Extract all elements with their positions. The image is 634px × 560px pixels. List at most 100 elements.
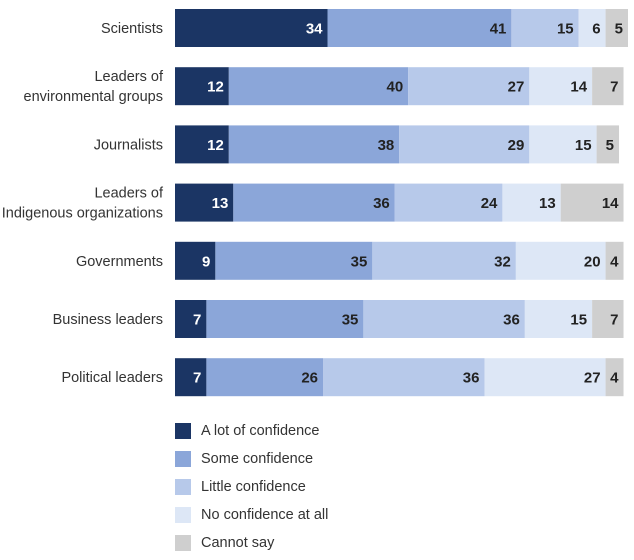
- bar-segment: [399, 125, 530, 164]
- data-label: 7: [610, 312, 618, 329]
- bar-segment: [175, 9, 328, 47]
- category-label-line: Scientists: [101, 21, 163, 37]
- category-label: Business leaders: [53, 312, 163, 328]
- stacked-bar-chart: Scientists 34 41 15 6 5 Leaders of environmenta…: [2, 9, 628, 397]
- bar-segment: [529, 125, 597, 164]
- data-label: 24: [481, 195, 498, 212]
- legend-label: Some confidence: [201, 451, 314, 467]
- bar-segment: [372, 241, 516, 280]
- bar-segment: [233, 183, 395, 222]
- category-label-line: Indigenous organizations: [2, 206, 163, 222]
- data-label: 4: [610, 253, 619, 270]
- legend-swatch: [175, 479, 191, 495]
- bar-segment: [511, 9, 579, 47]
- data-label: 32: [494, 253, 511, 270]
- bar-segment: [175, 183, 234, 222]
- data-label: 36: [373, 195, 390, 212]
- data-label: 36: [503, 312, 520, 329]
- bar-segment: [228, 67, 409, 106]
- bar-segment: [484, 358, 606, 397]
- category-label: Journalists: [94, 137, 163, 153]
- data-label: 36: [463, 370, 480, 387]
- category-label-line: Political leaders: [61, 370, 163, 386]
- category-label: Governments: [76, 254, 163, 270]
- bar-segment: [515, 241, 606, 280]
- bar-segment: [408, 67, 530, 106]
- data-label: 9: [202, 253, 210, 270]
- bar-segment: [327, 9, 512, 47]
- data-label: 13: [212, 195, 229, 212]
- data-label: 35: [342, 312, 359, 329]
- legend-item: A lot of confidence: [175, 420, 328, 442]
- data-label: 35: [351, 253, 368, 270]
- data-label: 12: [207, 137, 224, 154]
- bar-segment: [592, 67, 624, 106]
- category-label: Political leaders: [61, 370, 163, 386]
- legend-item: Cannot say: [175, 532, 328, 554]
- legend-label: Cannot say: [201, 535, 275, 551]
- data-label: 40: [387, 79, 404, 96]
- bar-segment: [524, 300, 593, 338]
- legend-label: A lot of confidence: [201, 423, 320, 439]
- bar-segment: [206, 358, 324, 397]
- category-label-line: Leaders of: [94, 186, 163, 202]
- data-label: 15: [575, 137, 592, 154]
- bar-segment: [502, 183, 561, 222]
- bar-segment: [206, 300, 364, 338]
- bar-segment: [175, 67, 229, 106]
- bar-segment: [363, 300, 525, 338]
- data-label: 13: [539, 195, 556, 212]
- data-label: 7: [193, 312, 201, 329]
- bar-segment: [323, 358, 485, 397]
- data-label: 14: [570, 79, 587, 96]
- category-label: Leaders of environmental groups: [24, 69, 164, 105]
- bar-segment: [560, 183, 624, 222]
- data-label: 38: [378, 137, 395, 154]
- data-label: 41: [490, 21, 507, 38]
- bar-segment: [605, 9, 628, 47]
- legend-label: No confidence at all: [201, 507, 329, 523]
- bar-segment: [394, 183, 503, 222]
- data-label: 15: [557, 21, 574, 38]
- bar-segment: [175, 241, 216, 280]
- data-label: 20: [584, 253, 601, 270]
- data-label: 29: [508, 137, 525, 154]
- bar-segment: [605, 241, 624, 280]
- legend-swatch: [175, 451, 191, 467]
- legend-item: Little confidence: [175, 476, 328, 498]
- data-label: 27: [584, 370, 601, 387]
- category-label-line: environmental groups: [24, 89, 163, 105]
- bar-segment: [605, 358, 624, 397]
- bar-segment: [592, 300, 624, 338]
- data-label: 12: [207, 79, 224, 96]
- bar-segment: [175, 125, 229, 164]
- data-label: 5: [615, 21, 623, 38]
- data-label: 7: [193, 370, 201, 387]
- chart-legend: A lot of confidence Some confidence Little…: [175, 420, 328, 560]
- category-label-line: Journalists: [94, 137, 163, 153]
- bar-segment: [215, 241, 373, 280]
- bar-segment: [175, 358, 207, 397]
- legend-item: Some confidence: [175, 448, 328, 470]
- data-label: 4: [610, 370, 619, 387]
- data-label: 6: [592, 21, 600, 38]
- category-label: Scientists: [101, 21, 163, 37]
- bar-segment: [578, 9, 606, 47]
- category-label-line: Governments: [76, 254, 163, 270]
- data-label: 34: [306, 21, 323, 38]
- category-label: Leaders of Indigenous organizations: [2, 186, 164, 222]
- bar-segment: [175, 300, 207, 338]
- bar-segment: [529, 67, 593, 106]
- category-label-line: Business leaders: [53, 312, 163, 328]
- legend-swatch: [175, 507, 191, 523]
- data-label: 14: [602, 195, 619, 212]
- legend-swatch: [175, 423, 191, 439]
- data-label: 27: [508, 79, 525, 96]
- data-label: 26: [301, 370, 318, 387]
- data-label: 7: [610, 79, 618, 96]
- bar-segment: [228, 125, 400, 164]
- data-label: 15: [570, 312, 587, 329]
- legend-item: No confidence at all: [175, 504, 328, 526]
- legend-label: Little confidence: [201, 479, 306, 495]
- category-label-line: Leaders of: [94, 69, 163, 85]
